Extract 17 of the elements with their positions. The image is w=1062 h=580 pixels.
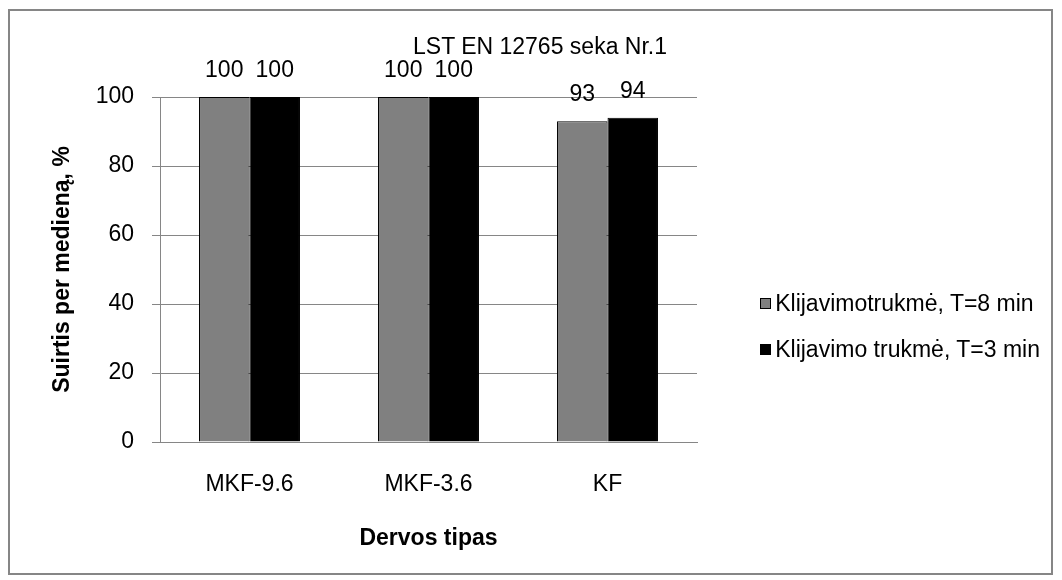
x-tick-label: MKF-9.6 xyxy=(205,470,294,497)
legend-label: Klijavimotrukmė, T=8 min xyxy=(775,289,1034,317)
y-tick-label: 0 xyxy=(121,427,134,454)
y-tick-label: 100 xyxy=(95,82,134,109)
y-tick-label: 40 xyxy=(108,289,134,316)
x-tick-label: KF xyxy=(592,470,623,497)
data-label: 100 xyxy=(255,56,294,83)
x-tick-label: MKF-3.6 xyxy=(384,470,473,497)
y-tick-label: 20 xyxy=(108,358,134,385)
y-axis-title: Suirtis per medieną, % xyxy=(48,146,75,393)
y-tick-label: 80 xyxy=(108,151,134,178)
x-axis-title: Dervos tipas xyxy=(359,523,498,550)
data-label: 100 xyxy=(205,56,244,83)
data-label: 94 xyxy=(619,77,646,104)
y-tick-label: 60 xyxy=(108,220,134,247)
legend-label: Klijavimo trukmė, T=3 min xyxy=(775,335,1040,363)
data-label: 93 xyxy=(569,80,596,107)
